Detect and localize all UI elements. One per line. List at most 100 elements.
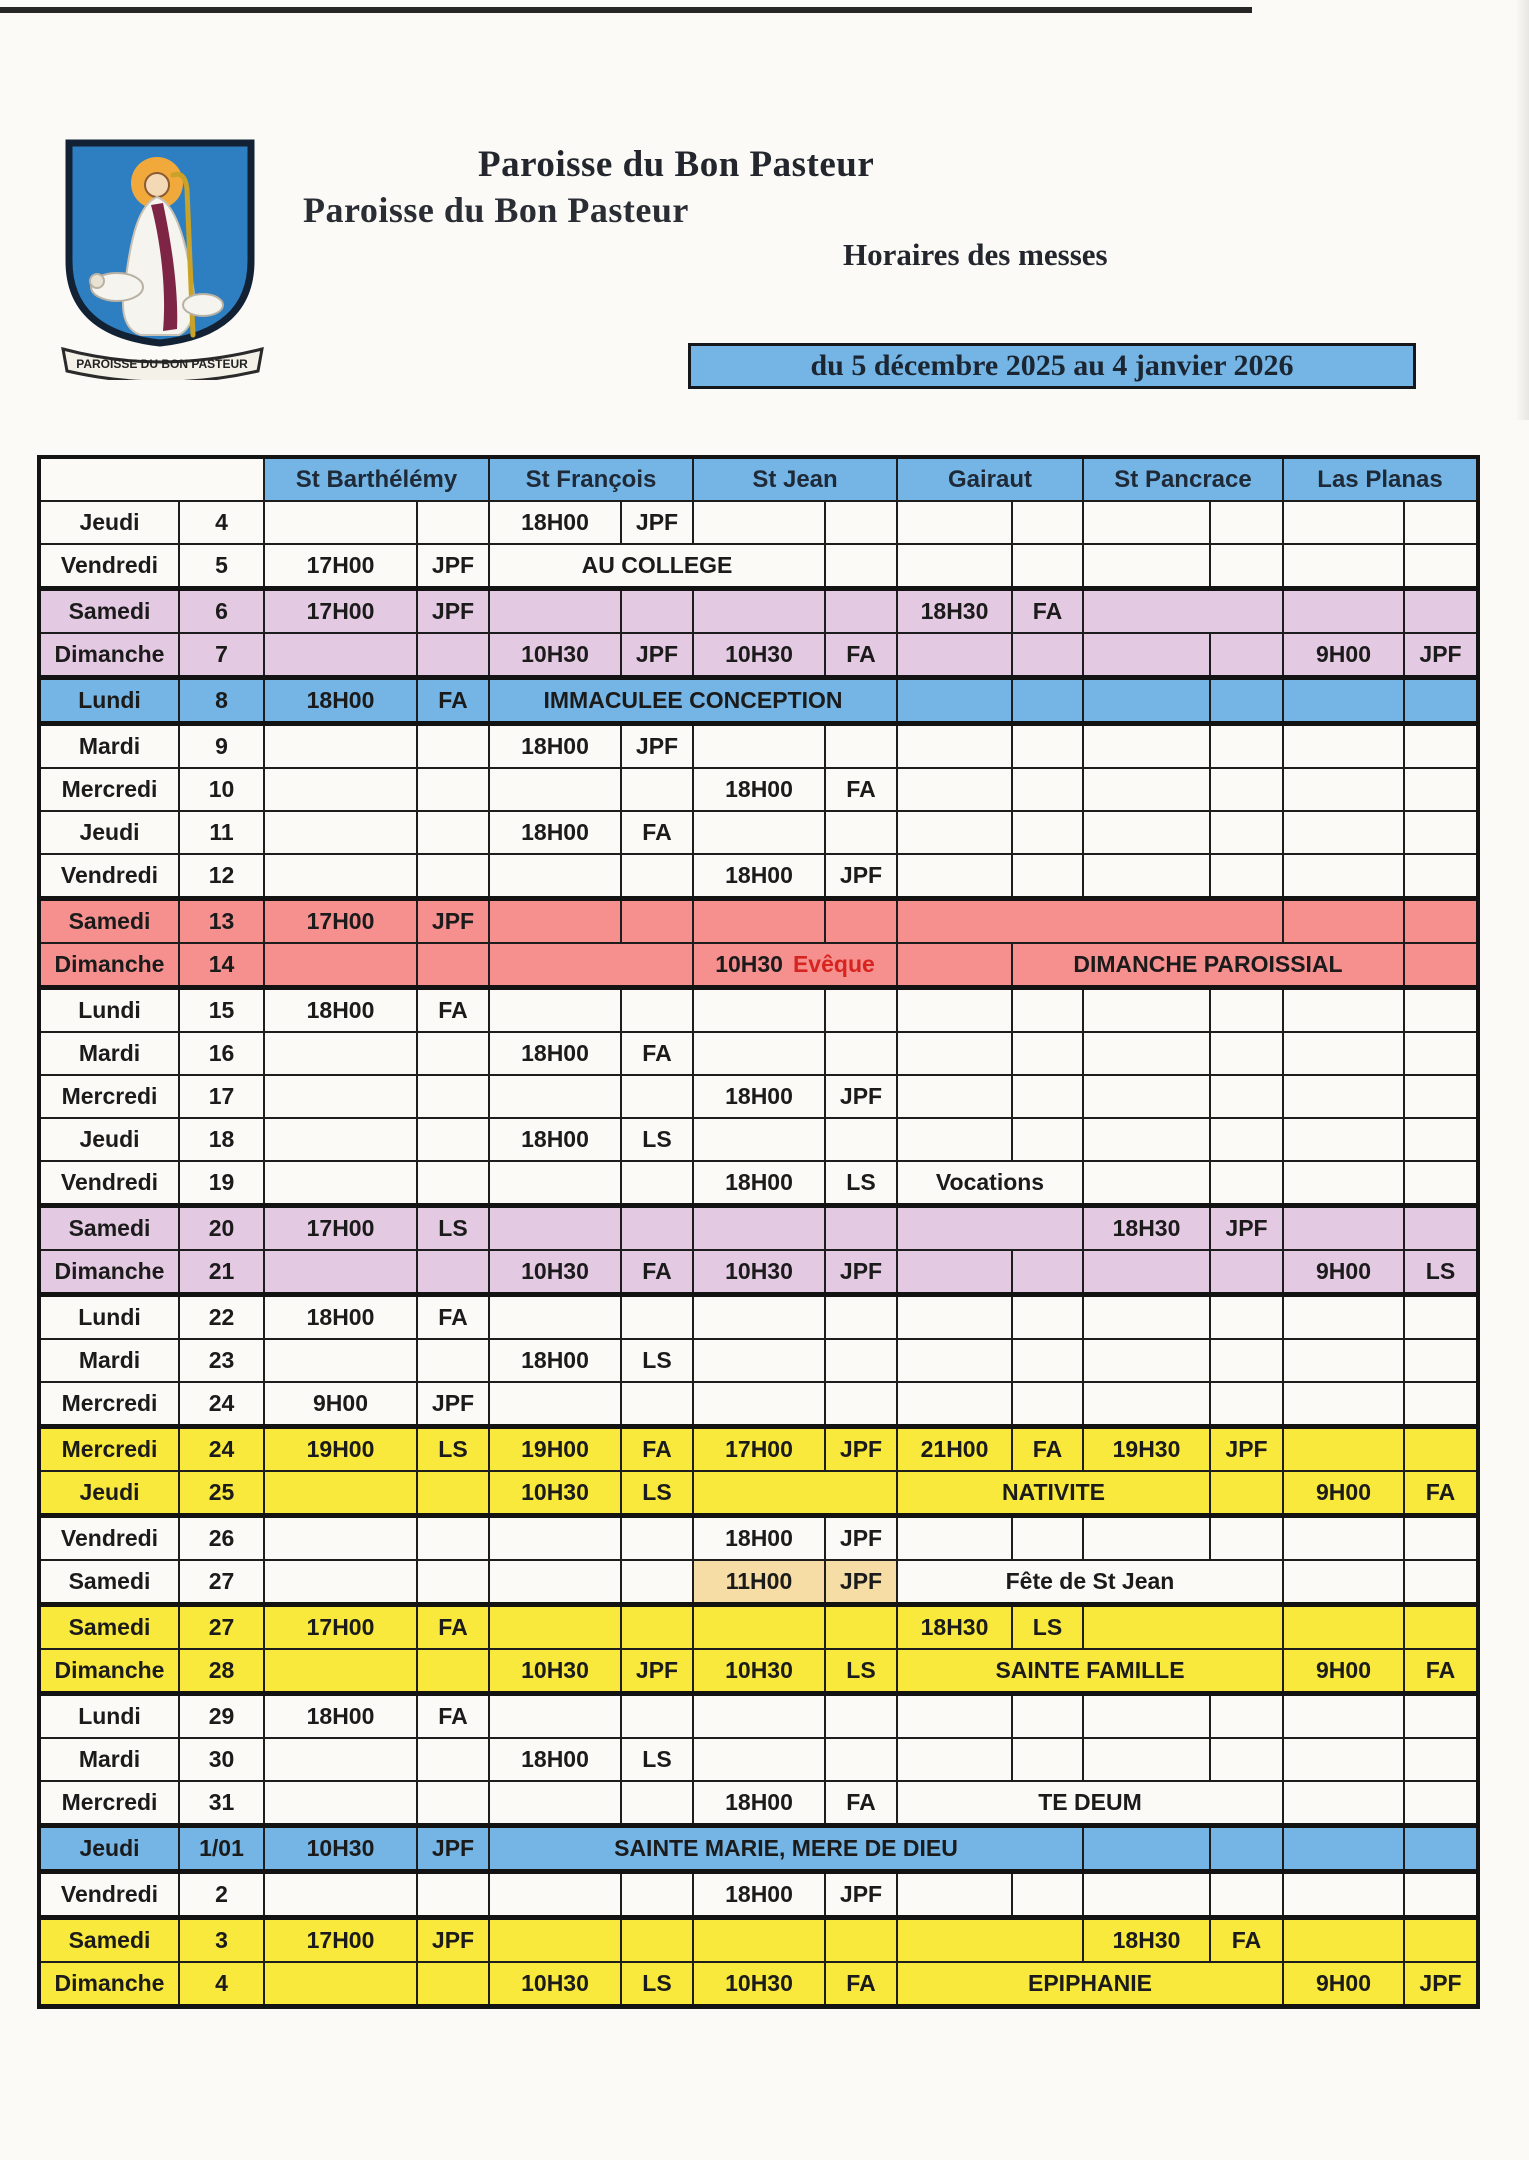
mass-schedule-table: St Barthélémy St François St Jean Gairaut St…: [37, 455, 1480, 2009]
empty-cell: [1209, 1249, 1284, 1297]
empty-cell: [488, 767, 622, 812]
date-cell: 30: [178, 1737, 265, 1782]
empty-cell: [896, 1074, 1013, 1119]
empty-cell: [1209, 853, 1284, 900]
empty-cell: [1082, 1870, 1211, 1919]
empty-cell: [692, 586, 826, 634]
empty-cell: [263, 1117, 418, 1162]
empty-cell: [1282, 853, 1405, 900]
schedule-cell: JPF: [416, 1915, 490, 1963]
empty-cell: [1011, 1870, 1084, 1919]
schedule-row: Dimanche 14 10H30 Evêque DIMANCHE PAROISSIAL: [38, 942, 1479, 990]
day-cell: Jeudi: [38, 1823, 180, 1874]
empty-cell: [1282, 810, 1405, 855]
date-cell: 5: [178, 543, 265, 590]
empty-cell: [263, 1961, 418, 2009]
date-cell: 17: [178, 1074, 265, 1119]
empty-cell: [620, 1780, 694, 1827]
schedule-cell: FA: [620, 1424, 694, 1472]
empty-cell: [1403, 1074, 1479, 1119]
schedule-row: Mardi 23 18H00 LS: [38, 1338, 1479, 1383]
empty-cell: [1282, 1424, 1405, 1472]
event-cell: TE DEUM: [896, 1780, 1284, 1827]
day-cell: Mardi: [38, 1031, 180, 1076]
empty-cell: [896, 1870, 1013, 1919]
schedule-cell: LS: [1403, 1249, 1479, 1297]
empty-cell: [1403, 1117, 1479, 1162]
scan-artifact-right-shadow: [1515, 0, 1529, 420]
schedule-cell: JPF: [416, 1381, 490, 1428]
empty-cell: [692, 722, 826, 769]
empty-cell: [896, 1514, 1013, 1561]
day-cell: Jeudi: [38, 1470, 180, 1518]
date-cell: 20: [178, 1203, 265, 1251]
schedule-cell: 18H00: [488, 722, 622, 769]
event-cell: SAINTE FAMILLE: [896, 1648, 1284, 1696]
schedule-row: Vendredi 12 18H00 JPF: [38, 853, 1479, 900]
empty-cell: [416, 722, 490, 769]
empty-cell: [824, 1293, 898, 1340]
day-cell: Samedi: [38, 1203, 180, 1251]
empty-cell: [1011, 1293, 1084, 1340]
empty-cell: [1082, 1737, 1211, 1782]
empty-cell: [1282, 1602, 1405, 1650]
empty-cell: [896, 853, 1013, 900]
empty-cell: [620, 1381, 694, 1428]
schedule-cell: 18H00: [263, 1692, 418, 1739]
empty-cell: [896, 1692, 1013, 1739]
empty-cell: [1082, 1117, 1211, 1162]
empty-cell: [1403, 1381, 1479, 1428]
empty-cell: [1403, 896, 1479, 944]
schedule-cell: JPF: [416, 1823, 490, 1874]
schedule-cell: FA: [1403, 1648, 1479, 1696]
date-cell: 1/01: [178, 1823, 265, 1874]
empty-cell: [896, 942, 1013, 990]
schedule-row: Mercredi 10 18H00 FA: [38, 767, 1479, 812]
empty-cell: [1403, 1514, 1479, 1561]
schedule-cell: JPF: [416, 586, 490, 634]
empty-cell: [263, 810, 418, 855]
empty-cell: [263, 1737, 418, 1782]
date-cell: 11: [178, 810, 265, 855]
empty-cell: [1403, 543, 1479, 590]
schedule-cell: JPF: [1403, 632, 1479, 680]
empty-cell: [1403, 1823, 1479, 1874]
empty-cell: [620, 1870, 694, 1919]
day-cell: Dimanche: [38, 942, 180, 990]
date-cell: 18: [178, 1117, 265, 1162]
date-cell: 12: [178, 853, 265, 900]
empty-cell: [1011, 1737, 1084, 1782]
schedule-cell: JPF: [416, 896, 490, 944]
date-cell: 26: [178, 1514, 265, 1561]
empty-cell: [896, 1737, 1013, 1782]
empty-cell: [1082, 1293, 1211, 1340]
empty-cell: [1209, 1031, 1284, 1076]
schedule-cell: 18H00: [488, 1737, 622, 1782]
parish-logo: PAROISSE DU BON PASTEUR: [55, 135, 270, 384]
schedule-cell: LS: [620, 1338, 694, 1383]
empty-cell: [896, 675, 1013, 726]
empty-cell: [1209, 1514, 1284, 1561]
empty-cell: [263, 1160, 418, 1207]
day-cell: Samedi: [38, 1915, 180, 1963]
schedule-cell: JPF: [620, 1648, 694, 1696]
schedule-cell: 10H30: [488, 1470, 622, 1518]
event-cell: SAINTE MARIE, MERE DE DIEU: [488, 1823, 1084, 1874]
empty-cell: [1209, 1737, 1284, 1782]
empty-cell: [263, 853, 418, 900]
schedule-row: Mercredi 17 18H00 JPF: [38, 1074, 1479, 1119]
schedule-cell: JPF: [416, 543, 490, 590]
empty-cell: [1282, 1203, 1405, 1251]
empty-cell: [896, 810, 1013, 855]
empty-cell: [1082, 675, 1211, 726]
empty-cell: [1011, 1031, 1084, 1076]
empty-cell: [1282, 1031, 1405, 1076]
schedule-cell: 17H00: [692, 1424, 826, 1472]
empty-cell: [1282, 896, 1405, 944]
schedule-row: Lundi 29 18H00 FA: [38, 1692, 1479, 1739]
schedule-cell: 17H00: [263, 1203, 418, 1251]
empty-cell: [1082, 1074, 1211, 1119]
empty-cell: [1282, 1514, 1405, 1561]
empty-cell: [1011, 722, 1084, 769]
